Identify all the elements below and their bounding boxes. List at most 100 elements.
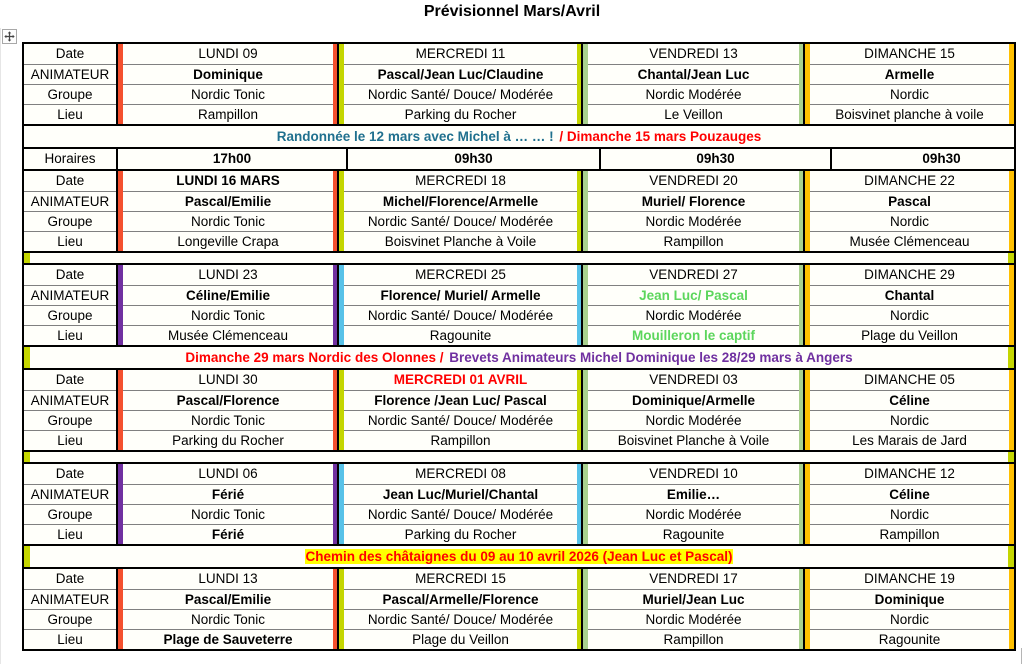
lieu-cell[interactable]: Ragounite bbox=[588, 524, 799, 544]
groupe-cell[interactable]: Nordic Tonic bbox=[123, 84, 333, 104]
lieu-cell[interactable]: Rampillon bbox=[588, 629, 799, 649]
lieu-cell[interactable]: Ragounite bbox=[344, 325, 577, 345]
animateur-cell[interactable]: Chantal/Jean Luc bbox=[588, 64, 799, 84]
groupe-cell[interactable]: Nordic Santé/ Douce/ Modérée bbox=[344, 504, 577, 524]
animateur-cell[interactable]: Jean Luc/ Pascal bbox=[588, 285, 799, 305]
groupe-cell[interactable]: Nordic Santé/ Douce/ Modérée bbox=[344, 609, 577, 629]
date-cell[interactable]: VENDREDI 17 bbox=[649, 571, 738, 586]
lieu-cell[interactable]: Boisvinet planche à voile bbox=[810, 104, 1009, 124]
date-cell[interactable]: LUNDI 06 bbox=[198, 466, 258, 481]
animateur-cell[interactable]: Pascal/Emilie bbox=[123, 191, 333, 211]
row-label-lieu[interactable]: Lieu bbox=[24, 430, 116, 450]
row-label-date[interactable]: Date bbox=[55, 571, 85, 586]
animateur-cell[interactable]: Emilie… bbox=[588, 484, 799, 504]
row-label-animateur[interactable]: ANIMATEUR bbox=[24, 390, 116, 410]
lieu-cell[interactable]: Rampillon bbox=[588, 231, 799, 251]
date-cell[interactable]: MERCREDI 15 bbox=[415, 571, 506, 586]
groupe-cell[interactable]: Nordic Tonic bbox=[123, 305, 333, 325]
row-label-animateur[interactable]: ANIMATEUR bbox=[24, 589, 116, 609]
groupe-cell[interactable]: Nordic Modérée bbox=[588, 211, 799, 231]
row-label-date[interactable]: Date bbox=[55, 46, 85, 61]
lieu-cell[interactable]: Parking du Rocher bbox=[344, 524, 577, 544]
row-label-groupe[interactable]: Groupe bbox=[24, 504, 116, 524]
date-cell[interactable]: DIMANCHE 05 bbox=[864, 372, 955, 387]
animateur-cell[interactable]: Pascal/Jean Luc/Claudine bbox=[344, 64, 577, 84]
date-cell[interactable]: DIMANCHE 29 bbox=[864, 267, 955, 282]
banner-note[interactable]: Chemin des châtaignes du 09 au 10 avril … bbox=[24, 544, 1014, 567]
groupe-cell[interactable]: Nordic Santé/ Douce/ Modérée bbox=[344, 211, 577, 231]
lieu-cell[interactable]: Mouilleron le captif bbox=[588, 325, 799, 345]
animateur-cell[interactable]: Florence /Jean Luc/ Pascal bbox=[344, 390, 577, 410]
row-label-lieu[interactable]: Lieu bbox=[24, 104, 116, 124]
groupe-cell[interactable]: Nordic Santé/ Douce/ Modérée bbox=[344, 410, 577, 430]
animateur-cell[interactable]: Michel/Florence/Armelle bbox=[344, 191, 577, 211]
lieu-cell[interactable]: Ragounite bbox=[810, 629, 1009, 649]
animateur-cell[interactable]: Dominique bbox=[810, 589, 1009, 609]
lieu-cell[interactable]: Rampillon bbox=[344, 430, 577, 450]
lieu-cell[interactable]: Férié bbox=[123, 524, 333, 544]
groupe-cell[interactable]: Nordic Santé/ Douce/ Modérée bbox=[344, 84, 577, 104]
animateur-cell[interactable]: Férié bbox=[123, 484, 333, 504]
date-cell[interactable]: DIMANCHE 12 bbox=[864, 466, 955, 481]
row-label-date[interactable]: Date bbox=[55, 372, 85, 387]
lieu-cell[interactable]: Rampillon bbox=[810, 524, 1009, 544]
lieu-cell[interactable]: Boisvinet Planche à Voile bbox=[344, 231, 577, 251]
lieu-cell[interactable]: Plage de Sauveterre bbox=[123, 629, 333, 649]
groupe-cell[interactable]: Nordic Modérée bbox=[588, 410, 799, 430]
lieu-cell[interactable]: Le Veillon bbox=[588, 104, 799, 124]
groupe-cell[interactable]: Nordic Tonic bbox=[123, 410, 333, 430]
animateur-cell[interactable]: Muriel/Jean Luc bbox=[588, 589, 799, 609]
horaires-cell[interactable]: 09h30 bbox=[922, 151, 961, 166]
groupe-cell[interactable]: Nordic Santé/ Douce/ Modérée bbox=[344, 305, 577, 325]
groupe-cell[interactable]: Nordic bbox=[810, 211, 1009, 231]
row-label-groupe[interactable]: Groupe bbox=[24, 84, 116, 104]
date-cell[interactable]: MERCREDI 01 AVRIL bbox=[393, 372, 528, 387]
lieu-cell[interactable]: Boisvinet Planche à Voile bbox=[588, 430, 799, 450]
groupe-cell[interactable]: Nordic Tonic bbox=[123, 504, 333, 524]
lieu-cell[interactable]: Parking du Rocher bbox=[344, 104, 577, 124]
row-label-lieu[interactable]: Lieu bbox=[24, 629, 116, 649]
row-label-lieu[interactable]: Lieu bbox=[24, 325, 116, 345]
groupe-cell[interactable]: Nordic bbox=[810, 609, 1009, 629]
row-label-lieu[interactable]: Lieu bbox=[24, 524, 116, 544]
date-cell[interactable]: VENDREDI 10 bbox=[649, 466, 738, 481]
date-cell[interactable]: MERCREDI 08 bbox=[415, 466, 506, 481]
banner-note[interactable]: Randonnée le 12 mars avec Michel à … … !… bbox=[24, 124, 1014, 147]
date-cell[interactable]: VENDREDI 03 bbox=[649, 372, 738, 387]
horaires-cell[interactable]: 09h30 bbox=[696, 151, 735, 166]
row-label-date[interactable]: Date bbox=[55, 173, 85, 188]
groupe-cell[interactable]: Nordic bbox=[810, 410, 1009, 430]
lieu-cell[interactable]: Parking du Rocher bbox=[123, 430, 333, 450]
page-title[interactable]: Prévisionnel Mars/Avril bbox=[423, 3, 601, 20]
row-label-horaires[interactable]: Horaires bbox=[44, 151, 96, 166]
animateur-cell[interactable]: Céline/Emilie bbox=[123, 285, 333, 305]
animateur-cell[interactable]: Pascal bbox=[810, 191, 1009, 211]
row-label-date[interactable]: Date bbox=[55, 466, 85, 481]
date-cell[interactable]: DIMANCHE 22 bbox=[864, 173, 955, 188]
animateur-cell[interactable]: Dominique/Armelle bbox=[588, 390, 799, 410]
row-label-animateur[interactable]: ANIMATEUR bbox=[24, 64, 116, 84]
row-label-animateur[interactable]: ANIMATEUR bbox=[24, 285, 116, 305]
date-cell[interactable]: DIMANCHE 15 bbox=[864, 46, 955, 61]
row-label-groupe[interactable]: Groupe bbox=[24, 211, 116, 231]
animateur-cell[interactable]: Pascal/Armelle/Florence bbox=[344, 589, 577, 609]
lieu-cell[interactable]: Plage du Veillon bbox=[810, 325, 1009, 345]
lieu-cell[interactable]: Musée Clémenceau bbox=[123, 325, 333, 345]
horaires-cell[interactable]: 17h00 bbox=[212, 151, 252, 166]
groupe-cell[interactable]: Nordic bbox=[810, 305, 1009, 325]
groupe-cell[interactable]: Nordic Modérée bbox=[588, 84, 799, 104]
animateur-cell[interactable]: Pascal/Emilie bbox=[123, 589, 333, 609]
groupe-cell[interactable]: Nordic bbox=[810, 504, 1009, 524]
banner-note[interactable]: Dimanche 29 mars Nordic des Olonnes / Br… bbox=[24, 345, 1014, 368]
lieu-cell[interactable]: Rampillon bbox=[123, 104, 333, 124]
row-label-animateur[interactable]: ANIMATEUR bbox=[24, 484, 116, 504]
date-cell[interactable]: DIMANCHE 19 bbox=[864, 571, 955, 586]
groupe-cell[interactable]: Nordic Modérée bbox=[588, 609, 799, 629]
lieu-cell[interactable]: Les Marais de Jard bbox=[810, 430, 1009, 450]
lieu-cell[interactable]: Plage du Veillon bbox=[344, 629, 577, 649]
animateur-cell[interactable]: Armelle bbox=[810, 64, 1009, 84]
row-label-groupe[interactable]: Groupe bbox=[24, 609, 116, 629]
row-label-date[interactable]: Date bbox=[55, 267, 85, 282]
groupe-cell[interactable]: Nordic Modérée bbox=[588, 504, 799, 524]
groupe-cell[interactable]: Nordic Tonic bbox=[123, 609, 333, 629]
